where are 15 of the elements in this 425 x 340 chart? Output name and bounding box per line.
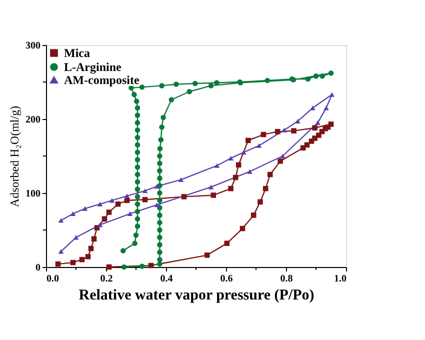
y-tick-label: 100 [26, 188, 40, 200]
legend-label: Mica [64, 46, 90, 60]
y-tick-label: 0 [36, 262, 40, 274]
y-tick-label: 200 [26, 114, 40, 126]
x-tick-label: 0.4 [160, 274, 173, 284]
x-tick-label: 0.8 [280, 274, 293, 284]
y-axis-title: Adsorbed H₂O(ml/g) [8, 106, 22, 208]
x-axis-title: Relative water vapor pressure (P/Po) [78, 288, 314, 304]
legend-label: L-Arginine [64, 60, 122, 74]
x-tick-label: 0.0 [46, 274, 59, 284]
legend-label: AM-composite [64, 73, 140, 87]
x-tick-label: 0.6 [220, 274, 233, 284]
x-tick-label: 1.0 [334, 274, 346, 284]
x-tick-label: 0.2 [100, 274, 113, 284]
y-tick-label: 300 [26, 40, 40, 52]
